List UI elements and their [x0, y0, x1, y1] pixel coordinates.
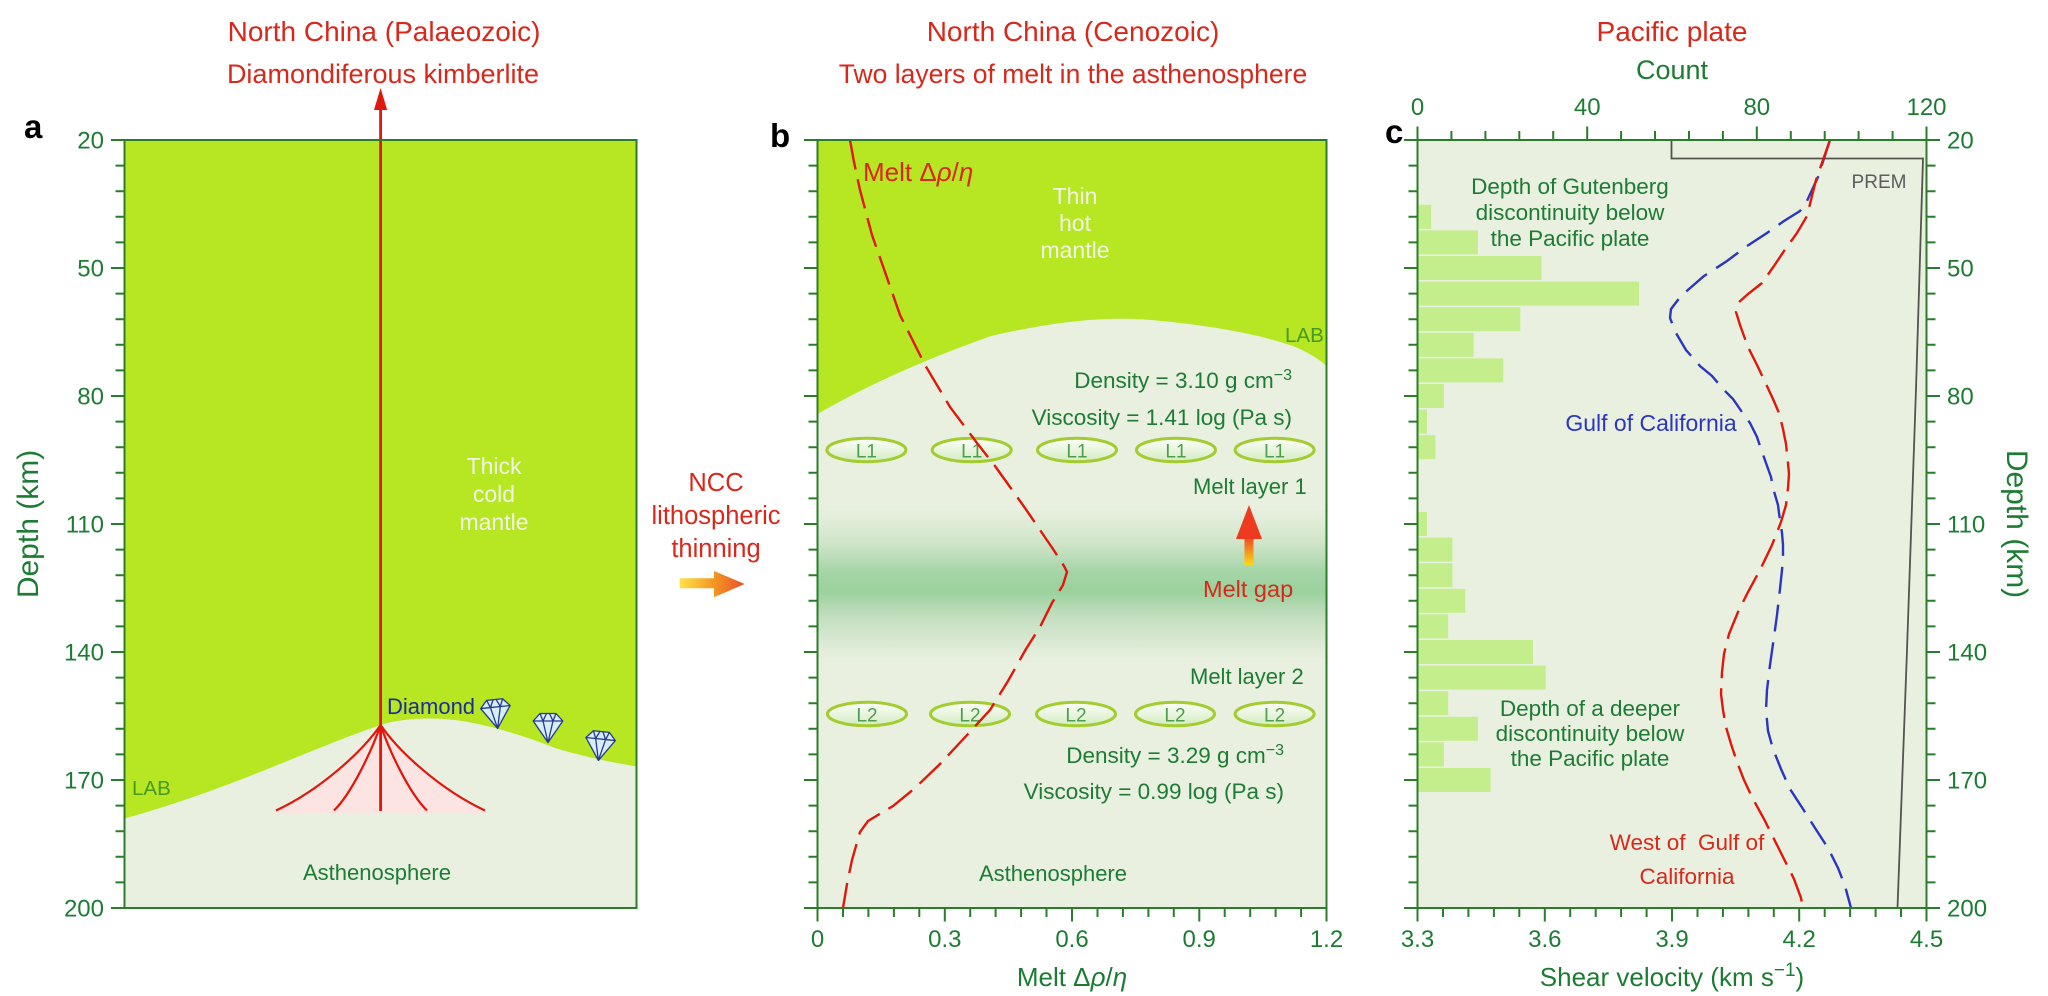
svg-text:L1: L1 — [1264, 442, 1285, 463]
svg-text:40: 40 — [1574, 94, 1601, 121]
svg-text:L1: L1 — [1165, 442, 1186, 463]
svg-text:120: 120 — [1906, 94, 1946, 121]
svg-text:4.5: 4.5 — [1910, 926, 1943, 953]
svg-text:LAB: LAB — [1285, 324, 1324, 347]
svg-text:Two layers of melt in the asth: Two layers of melt in the asthenosphere — [839, 59, 1307, 89]
svg-text:L2: L2 — [1065, 706, 1086, 727]
svg-text:North China (Palaeozoic): North China (Palaeozoic) — [228, 16, 541, 47]
svg-text:200: 200 — [64, 896, 104, 923]
svg-text:80: 80 — [1947, 384, 1974, 411]
svg-text:Melt layer 2: Melt layer 2 — [1190, 664, 1304, 689]
svg-text:80: 80 — [1743, 94, 1770, 121]
svg-text:Melt gap: Melt gap — [1203, 576, 1293, 602]
svg-text:Count: Count — [1636, 55, 1709, 85]
svg-text:0: 0 — [811, 926, 824, 953]
svg-text:110: 110 — [66, 512, 104, 539]
svg-text:North China (Cenozoic): North China (Cenozoic) — [927, 16, 1220, 47]
svg-text:c: c — [1385, 113, 1403, 150]
svg-text:L1: L1 — [856, 442, 877, 463]
svg-text:Melt Δρ/η: Melt Δρ/η — [863, 157, 973, 187]
svg-text:110: 110 — [1947, 512, 1985, 539]
svg-text:140: 140 — [64, 640, 104, 667]
svg-text:Density = 3.10 g cm−3: Density = 3.10 g cm−3 — [1074, 367, 1292, 394]
svg-text:L1: L1 — [961, 442, 982, 463]
svg-text:Melt Δρ/η: Melt Δρ/η — [1017, 962, 1127, 992]
svg-text:170: 170 — [1947, 768, 1987, 795]
svg-text:thinning: thinning — [671, 535, 760, 563]
svg-text:140: 140 — [1947, 640, 1987, 667]
svg-text:0.9: 0.9 — [1183, 926, 1216, 953]
svg-text:Viscosity = 1.41 log (Pa s): Viscosity = 1.41 log (Pa s) — [1032, 405, 1292, 430]
svg-text:1.2: 1.2 — [1310, 926, 1343, 953]
svg-text:Viscosity = 0.99 log (Pa s): Viscosity = 0.99 log (Pa s) — [1024, 779, 1284, 804]
svg-text:170: 170 — [64, 768, 104, 795]
svg-text:3.6: 3.6 — [1528, 926, 1561, 953]
svg-text:Diamond: Diamond — [387, 694, 475, 719]
svg-text:Shear velocity (km s−1): Shear velocity (km s−1) — [1540, 960, 1804, 993]
svg-text:Depth (km): Depth (km) — [2000, 450, 2033, 598]
svg-text:a: a — [24, 108, 43, 145]
svg-text:NCC: NCC — [688, 469, 743, 497]
svg-text:L2: L2 — [1264, 706, 1285, 727]
svg-text:Pacific plate: Pacific plate — [1597, 16, 1748, 47]
svg-text:L2: L2 — [1164, 706, 1185, 727]
svg-text:0: 0 — [1411, 94, 1424, 121]
svg-text:PREM: PREM — [1852, 172, 1907, 193]
svg-text:20: 20 — [77, 128, 104, 155]
svg-text:Diamondiferous kimberlite: Diamondiferous kimberlite — [227, 59, 539, 89]
svg-text:0.3: 0.3 — [928, 926, 961, 953]
svg-text:3.3: 3.3 — [1401, 926, 1434, 953]
svg-text:LAB: LAB — [132, 777, 171, 800]
svg-text:Asthenosphere: Asthenosphere — [303, 860, 451, 885]
svg-text:Melt layer 1: Melt layer 1 — [1193, 474, 1307, 499]
svg-text:L1: L1 — [1066, 442, 1087, 463]
svg-text:50: 50 — [1947, 256, 1974, 283]
svg-text:80: 80 — [77, 384, 104, 411]
svg-text:3.9: 3.9 — [1655, 926, 1688, 953]
svg-text:50: 50 — [77, 256, 104, 283]
svg-text:200: 200 — [1947, 896, 1987, 923]
svg-text:Depth (km): Depth (km) — [12, 450, 45, 598]
svg-text:L2: L2 — [856, 706, 877, 727]
svg-text:L2: L2 — [959, 706, 980, 727]
svg-text:0.6: 0.6 — [1055, 926, 1088, 953]
svg-text:20: 20 — [1947, 128, 1974, 155]
svg-text:b: b — [770, 117, 790, 154]
svg-text:Asthenosphere: Asthenosphere — [979, 861, 1127, 886]
svg-text:4.2: 4.2 — [1783, 926, 1816, 953]
svg-text:Gulf of California: Gulf of California — [1565, 410, 1737, 436]
svg-text:lithospheric: lithospheric — [652, 502, 781, 530]
svg-text:Density = 3.29 g cm−3: Density = 3.29 g cm−3 — [1066, 742, 1284, 769]
